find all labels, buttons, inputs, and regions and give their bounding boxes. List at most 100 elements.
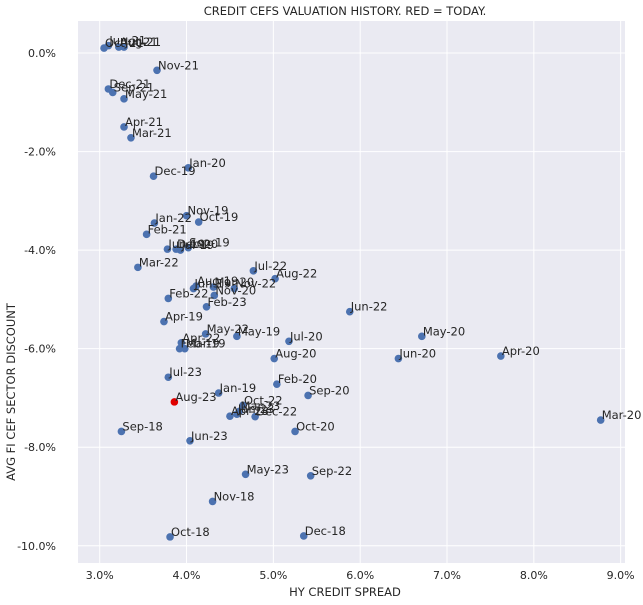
y-tick-label: -6.0% [24,343,56,356]
scatter-point [142,230,151,239]
x-tick-label: 6.0% [346,569,374,582]
scatter-point [214,389,223,397]
scatter-point [249,267,258,275]
scatter-point [345,307,354,316]
scatter-point [108,88,117,97]
scatter-point [306,471,315,480]
point-label: Jul-23 [168,365,202,379]
scatter-point [394,354,403,363]
point-label: Sep-18 [122,419,162,433]
scatter-point [239,401,247,410]
point-label: Jun-21 [108,34,146,48]
point-label: Nov-18 [214,489,255,503]
point-label: Apr-20 [502,344,540,358]
scatter-point [149,172,158,181]
point-label: Feb-23 [208,295,247,309]
y-tick-label: -10.0% [17,540,56,553]
scatter-point [104,41,113,50]
point-label: Jul-20 [289,329,323,343]
scatter-point [273,380,281,388]
point-label: Mar-21 [132,126,172,140]
point-label: Mar-23 [240,399,280,413]
point-label: Jun-19 [167,237,205,251]
scatter-point [184,164,193,172]
scatter-point [241,470,250,479]
scatter-point [230,284,239,293]
today-point [170,398,179,406]
y-tick-label: 0.0% [28,47,56,60]
point-label: Oct-20 [296,419,335,433]
scatter-point [208,497,217,506]
point-label: Oct-18 [171,525,210,539]
point-label: Jul-21 [124,35,158,49]
point-label: Jan-23 [237,402,275,416]
scatter-point [285,337,293,346]
point-label: Sep-22 [312,464,352,478]
point-label: Jul-19 [180,238,214,252]
scatter-point [120,95,128,103]
scatter-point [226,412,234,420]
chart-title: CREDIT CEFS VALUATION HISTORY. RED = TOD… [204,4,487,18]
y-tick-label: -4.0% [24,244,56,257]
point-label: Jun-23 [190,429,228,443]
x-axis-label: HY CREDIT SPREAD [289,585,401,599]
scatter-point [115,43,123,51]
scatter-point [176,246,185,254]
x-tick-label: 5.0% [259,569,287,582]
scatter-point [164,373,173,382]
scatter-point [209,283,218,291]
scatter-point [251,412,259,421]
point-label: Aug-22 [276,267,317,281]
point-label: Dec-18 [305,524,346,538]
x-tick-label: 4.0% [173,569,201,582]
x-tick-label: 7.0% [433,569,461,582]
point-label: Feb-21 [148,222,187,236]
point-label: Nov-22 [235,277,276,291]
point-label: Apr-21 [125,115,163,129]
point-label: Mar-20 [214,275,254,289]
scatter-point [160,317,168,326]
scatter-point [271,274,279,283]
point-label: Jun-20 [398,347,436,361]
x-tick-label: 3.0% [86,569,114,582]
scatter-point [201,330,210,338]
point-label: Nov-20 [215,283,256,297]
x-tick-label: 9.0% [607,569,635,582]
point-label: May-19 [238,324,280,338]
point-label: Dec-20 [177,237,218,251]
point-label: Apr-23 [231,404,269,418]
point-label: Jan-20 [188,156,226,170]
scatter-point [120,43,128,51]
y-tick-labels: 0.0% -2.0% -4.0% -6.0% -8.0% -10.0% [17,47,56,553]
point-label: Mar-22 [139,255,179,269]
scatter-point [202,302,211,311]
scatter-point [189,284,198,293]
point-label: Dec-21 [109,77,150,91]
scatter-point [182,211,191,220]
point-label: Feb-20 [278,372,317,386]
point-label: Sep-21 [114,80,154,94]
scatter-point [150,219,159,227]
point-label: Aug-20 [275,347,316,361]
point-label: Mar-20 [602,408,642,422]
point-label: Dec-19 [155,164,196,178]
scatter-point [291,427,299,436]
point-label: May-23 [247,462,289,476]
x-tick-label: 8.0% [520,569,548,582]
x-tick-labels: 3.0% 4.0% 5.0% 6.0% 7.0% 8.0% 9.0% [86,569,635,582]
grid-lines [78,21,625,563]
point-label: Jan-22 [154,211,192,225]
y-tick-label: -2.0% [24,146,56,159]
point-label: Jun-22 [350,300,388,314]
scatter-point [596,416,605,424]
scatter-point [304,391,312,400]
scatter-point [497,352,505,360]
scatter-point [120,123,128,131]
point-label: Apr-22 [182,331,220,345]
data-points: Oct-21Jun-21Aug-21Jul-21Nov-21Dec-21Sep-… [100,34,641,541]
scatter-point [153,66,161,75]
point-label: Sep-19 [189,236,229,250]
point-label: Jul-22 [253,259,287,273]
y-tick-label: -8.0% [24,441,56,454]
